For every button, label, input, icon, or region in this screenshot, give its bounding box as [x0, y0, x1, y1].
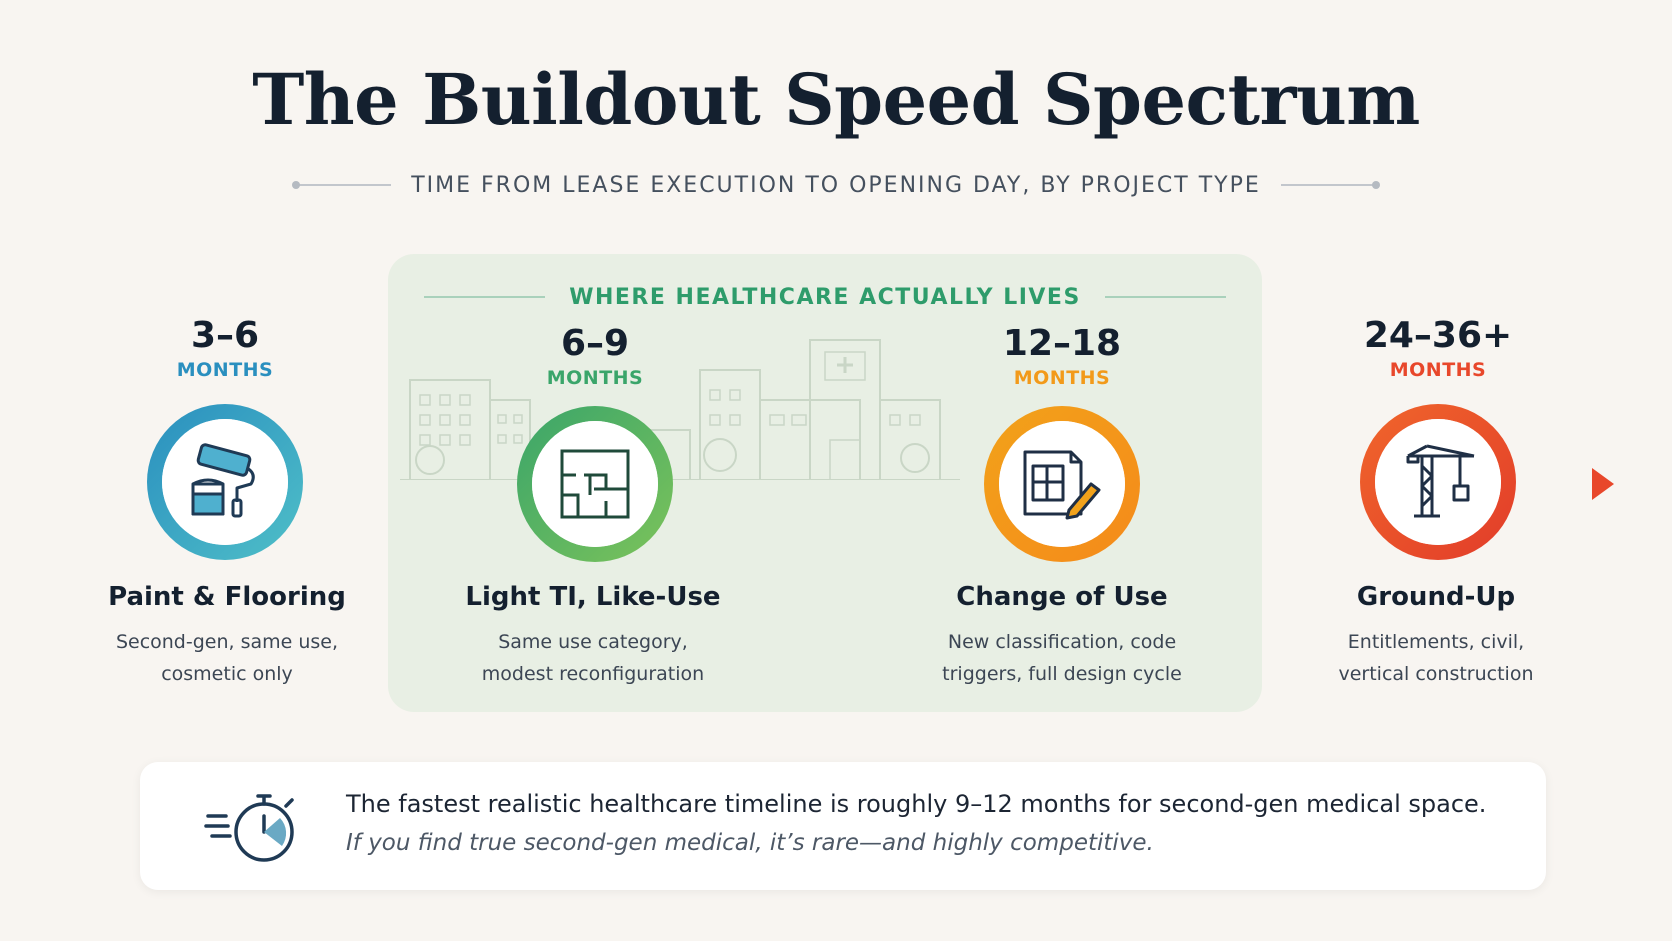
callout-main-text: The fastest realistic healthcare timelin… [346, 790, 1487, 818]
stage-change-of-use-duration: 12–18 MONTHS [902, 324, 1222, 390]
stage-name: Paint & Flooring [108, 582, 346, 612]
stage-description-line: Same use category, [498, 631, 688, 653]
highlight-divider-left [424, 296, 546, 298]
paint-roller-icon [191, 443, 255, 518]
stage-ground-up-duration: 24–36+ MONTHS [1278, 316, 1598, 382]
stage-duration: 3–6 [190, 315, 260, 356]
highlight-label: WHERE HEALTHCARE ACTUALLY LIVES [569, 284, 1081, 310]
highlight-divider-right [1104, 296, 1226, 298]
stage-description-line: Entitlements, civil, [1347, 631, 1525, 653]
page-title: The Buildout Speed Spectrum [252, 58, 1420, 141]
stage-description-line: triggers, full design cycle [942, 663, 1182, 685]
subtitle-row: TIME FROM LEASE EXECUTION TO OPENING DAY… [0, 170, 1672, 200]
stage-duration: 24–36+ [1363, 315, 1513, 356]
stage-ground-up-node [1360, 404, 1516, 560]
stage-description-line: vertical construction [1338, 663, 1534, 685]
stage-description-line: New classification, code [947, 631, 1177, 653]
stage-duration: 6–9 [560, 323, 630, 364]
stage-description: New classification, code triggers, full … [902, 626, 1222, 690]
stage-paint-flooring-node [147, 404, 303, 560]
stage-duration: 12–18 [1002, 323, 1122, 364]
timeline-arrowhead [1592, 468, 1614, 500]
stage-light-ti-node [517, 406, 673, 562]
stage-description: Entitlements, civil, vertical constructi… [1276, 626, 1596, 690]
construction-crane-icon [1406, 444, 1475, 518]
stage-light-ti-duration: 6–9 MONTHS [435, 324, 755, 390]
stopwatch-icon [204, 794, 294, 862]
stage-change-of-use-node [984, 406, 1140, 562]
stage-description-line: cosmetic only [161, 663, 293, 685]
stage-name: Light TI, Like-Use [465, 582, 721, 612]
stage-unit: MONTHS [1389, 359, 1487, 381]
stage-description: Same use category, modest reconfiguratio… [433, 626, 753, 690]
stage-name: Ground-Up [1356, 582, 1516, 612]
subtitle: TIME FROM LEASE EXECUTION TO OPENING DAY… [411, 172, 1261, 198]
stage-name: Change of Use [956, 582, 1168, 612]
stage-paint-flooring-duration: 3–6 MONTHS [65, 316, 385, 382]
subtitle-divider-right [1280, 181, 1380, 189]
stage-unit: MONTHS [546, 367, 644, 389]
callout-box: The fastest realistic healthcare timelin… [140, 762, 1546, 890]
stage-unit: MONTHS [176, 359, 274, 381]
stage-unit: MONTHS [1013, 367, 1111, 389]
callout-sub-text: If you find true second-gen medical, it’… [346, 830, 1154, 856]
subtitle-divider-left [292, 181, 392, 189]
blueprint-pencil-icon [1023, 450, 1101, 520]
stage-description-line: Second-gen, same use, [115, 631, 339, 653]
stage-description: Second-gen, same use, cosmetic only [67, 626, 387, 690]
highlight-header: WHERE HEALTHCARE ACTUALLY LIVES [424, 282, 1226, 312]
stage-description-line: modest reconfiguration [481, 663, 705, 685]
floor-plan-icon [560, 449, 630, 519]
